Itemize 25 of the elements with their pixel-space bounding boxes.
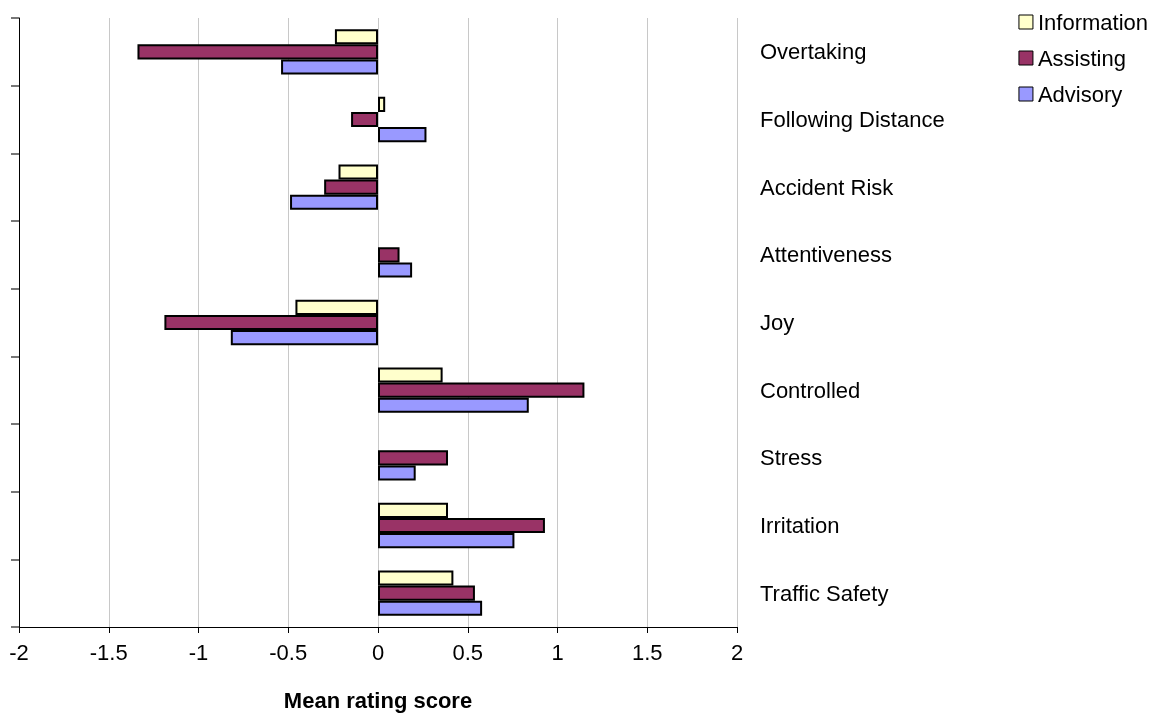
- bar: [378, 96, 386, 112]
- bar: [351, 111, 378, 128]
- y-tick-label: Attentiveness: [760, 242, 893, 268]
- bar: [378, 127, 427, 143]
- x-tick-label: 0: [371, 639, 385, 665]
- y-tick-label: Stress: [760, 445, 823, 471]
- y-tick-label: Overtaking: [760, 39, 867, 65]
- x-tick-label: -1.5: [89, 639, 128, 665]
- x-axis-title: Mean rating score: [283, 687, 473, 713]
- legend-label: Information: [1037, 9, 1149, 35]
- x-tick-label: 1.5: [631, 639, 663, 665]
- x-tick-label: -2: [9, 639, 29, 665]
- legend-label: Assisting: [1037, 45, 1126, 71]
- y-tick-label: Controlled: [760, 377, 861, 403]
- x-tick-label: 1: [551, 639, 564, 665]
- y-tick-label: Following Distance: [760, 107, 945, 132]
- legend-label: Advisory: [1037, 81, 1123, 107]
- y-tick-label: Accident Risk: [760, 174, 895, 200]
- y-tick-label: Irritation: [760, 513, 840, 538]
- x-tick-label: 2: [730, 639, 744, 665]
- y-tick-label: Traffic Safety: [760, 580, 889, 606]
- x-tick-label: -0.5: [269, 639, 308, 665]
- y-tick-label: Joy: [760, 310, 795, 335]
- x-tick-label: -1: [188, 639, 209, 665]
- x-tick-label: 0.5: [452, 639, 484, 665]
